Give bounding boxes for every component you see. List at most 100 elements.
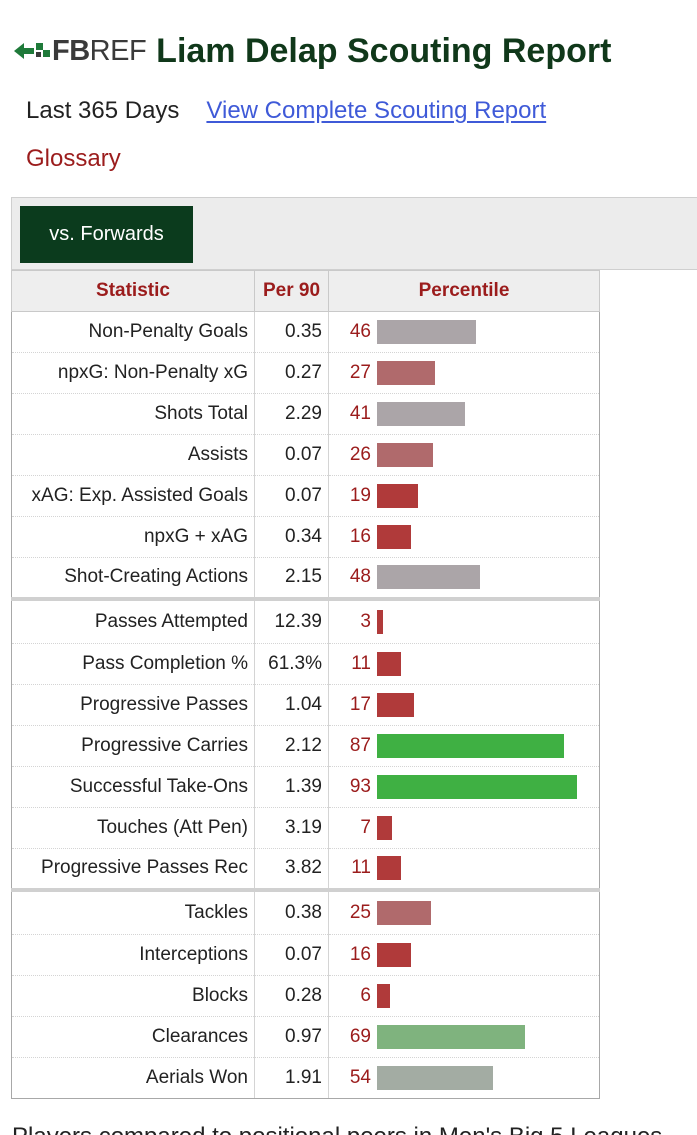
per90-value: 0.07 xyxy=(254,434,329,476)
stat-name[interactable]: Shot-Creating Actions xyxy=(11,557,255,599)
percentile-cell: 26 xyxy=(328,434,600,476)
percentile-cell: 16 xyxy=(328,934,600,976)
percentile-value: 3 xyxy=(360,610,371,632)
table-row: Blocks 0.28 6 xyxy=(11,975,600,1017)
percentile-cell: 3 xyxy=(328,596,600,644)
table-row: Progressive Passes Rec 3.82 11 xyxy=(11,848,600,890)
stat-name[interactable]: Interceptions xyxy=(11,934,255,976)
stat-name[interactable]: Passes Attempted xyxy=(11,596,255,644)
percentile-bar xyxy=(377,565,480,590)
percentile-bar xyxy=(377,856,401,881)
percentile-value: 11 xyxy=(351,653,371,674)
percentile-cell: 48 xyxy=(328,557,600,599)
stat-name[interactable]: Shots Total xyxy=(11,393,255,435)
percentile-bar xyxy=(377,402,465,426)
per90-value: 2.15 xyxy=(254,557,329,599)
per90-value: 3.19 xyxy=(254,807,329,849)
position-tab-bar: vs. Forwards xyxy=(11,197,697,270)
percentile-cell: 93 xyxy=(328,766,600,808)
glossary-link[interactable]: Glossary xyxy=(26,145,121,172)
stat-name[interactable]: npxG + xAG xyxy=(11,516,255,558)
percentile-bar xyxy=(377,443,433,467)
fbref-logo[interactable]: FB REF xyxy=(12,31,147,71)
stat-name[interactable]: Progressive Passes Rec xyxy=(11,848,255,890)
percentile-value: 17 xyxy=(349,694,371,715)
percentile-cell: 16 xyxy=(328,516,600,558)
stat-name[interactable]: Progressive Passes xyxy=(11,684,255,726)
header-percentile[interactable]: Percentile xyxy=(328,270,600,312)
stat-name[interactable]: Blocks xyxy=(11,975,255,1017)
view-complete-report-link[interactable]: View Complete Scouting Report xyxy=(206,97,547,124)
percentile-cell: 41 xyxy=(328,393,600,435)
percentile-value: 54 xyxy=(349,1067,371,1088)
per90-value: 1.39 xyxy=(254,766,329,808)
percentile-bar xyxy=(377,734,564,758)
stat-name[interactable]: Pass Completion % xyxy=(11,643,255,685)
logo-fb-text: FB xyxy=(52,34,90,67)
per90-value: 0.34 xyxy=(254,516,329,558)
percentile-cell: 87 xyxy=(328,725,600,767)
header-per90[interactable]: Per 90 xyxy=(254,270,329,312)
table-header-row: Statistic Per 90 Percentile xyxy=(11,270,600,312)
per90-value: 1.91 xyxy=(254,1057,329,1099)
table-row: Successful Take-Ons 1.39 93 xyxy=(11,766,600,808)
stat-name[interactable]: Touches (Att Pen) xyxy=(11,807,255,849)
percentile-value: 11 xyxy=(351,857,371,879)
percentile-value: 6 xyxy=(360,985,371,1006)
percentile-value: 93 xyxy=(349,776,371,797)
percentile-cell: 54 xyxy=(328,1057,600,1099)
table-row: Shots Total 2.29 41 xyxy=(11,393,600,435)
per90-value: 0.28 xyxy=(254,975,329,1017)
per90-value: 61.3% xyxy=(254,643,329,685)
percentile-value: 19 xyxy=(349,485,371,506)
fbref-logo-icon xyxy=(14,43,50,59)
stat-name[interactable]: Non-Penalty Goals xyxy=(11,311,255,353)
percentile-value: 69 xyxy=(349,1026,371,1047)
percentile-bar xyxy=(377,775,577,799)
percentile-bar xyxy=(377,361,435,385)
period-label: Last 365 Days xyxy=(26,97,180,124)
percentile-value: 87 xyxy=(349,735,371,756)
percentile-bar xyxy=(377,525,411,549)
tab-vs-forwards[interactable]: vs. Forwards xyxy=(20,206,193,263)
percentile-value: 16 xyxy=(349,944,371,965)
percentile-bar xyxy=(377,652,401,676)
stat-name[interactable]: xAG: Exp. Assisted Goals xyxy=(11,475,255,517)
stat-name[interactable]: Progressive Carries xyxy=(11,725,255,767)
percentile-value: 46 xyxy=(349,321,371,342)
percentile-bar xyxy=(377,900,431,925)
header-statistic[interactable]: Statistic xyxy=(11,270,255,312)
percentile-cell: 7 xyxy=(328,807,600,849)
table-row: Progressive Passes 1.04 17 xyxy=(11,684,600,726)
percentile-cell: 25 xyxy=(328,887,600,935)
stat-name[interactable]: Clearances xyxy=(11,1016,255,1058)
percentile-bar xyxy=(377,1025,525,1049)
per90-value: 0.07 xyxy=(254,475,329,517)
table-row: Passes Attempted 12.39 3 xyxy=(11,596,600,644)
percentile-bar xyxy=(377,320,476,344)
table-row: npxG + xAG 0.34 16 xyxy=(11,516,600,558)
page-title: Liam Delap Scouting Report xyxy=(156,31,612,70)
percentile-bar xyxy=(377,984,390,1008)
table-row: Pass Completion % 61.3% 11 xyxy=(11,643,600,685)
per90-value: 0.35 xyxy=(254,311,329,353)
percentile-value: 26 xyxy=(349,444,371,465)
stat-name[interactable]: Successful Take-Ons xyxy=(11,766,255,808)
per90-value: 1.04 xyxy=(254,684,329,726)
stat-name[interactable]: Tackles xyxy=(11,887,255,935)
stat-name[interactable]: Aerials Won xyxy=(11,1057,255,1099)
per90-value: 12.39 xyxy=(254,596,329,644)
percentile-cell: 69 xyxy=(328,1016,600,1058)
percentile-bar xyxy=(377,1066,493,1090)
comparison-note: Players compared to positional peers in … xyxy=(12,1123,662,1135)
stat-name[interactable]: npxG: Non-Penalty xG xyxy=(11,352,255,394)
table-row: Touches (Att Pen) 3.19 7 xyxy=(11,807,600,849)
per90-value: 0.38 xyxy=(254,887,329,935)
page-header: FB REF Liam Delap Scouting Report xyxy=(12,28,611,74)
percentile-value: 48 xyxy=(349,566,371,588)
stat-name[interactable]: Assists xyxy=(11,434,255,476)
per90-value: 0.97 xyxy=(254,1016,329,1058)
percentile-cell: 11 xyxy=(328,848,600,890)
per90-value: 3.82 xyxy=(254,848,329,890)
table-row: Non-Penalty Goals 0.35 46 xyxy=(11,311,600,353)
